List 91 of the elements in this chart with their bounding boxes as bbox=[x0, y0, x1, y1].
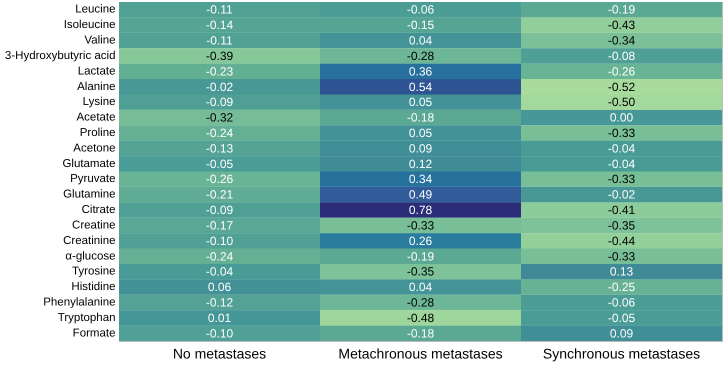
y-tick-label: Lysine bbox=[82, 96, 116, 108]
data-label: -0.05 bbox=[608, 310, 636, 325]
data-label: 0.09 bbox=[408, 141, 432, 156]
data-label: -0.02 bbox=[608, 188, 636, 202]
data-label: 0.06 bbox=[208, 280, 232, 294]
y-tick-label: Histidine bbox=[71, 281, 116, 294]
y-tick-label: Formate bbox=[72, 327, 116, 340]
data-label: -0.52 bbox=[608, 80, 636, 94]
data-label: -0.13 bbox=[206, 141, 234, 156]
data-label: -0.26 bbox=[206, 172, 234, 186]
data-label: -0.19 bbox=[608, 2, 636, 17]
data-label: -0.17 bbox=[206, 218, 234, 232]
data-label: -0.48 bbox=[406, 310, 434, 325]
data-label: -0.32 bbox=[206, 110, 234, 125]
y-tick-label: Tyrosine bbox=[72, 266, 116, 278]
data-label: 0.04 bbox=[408, 34, 432, 48]
data-label: -0.43 bbox=[608, 18, 636, 32]
data-label: -0.24 bbox=[206, 126, 234, 140]
y-tick-label: Citrate bbox=[82, 204, 116, 216]
data-label: -0.39 bbox=[206, 48, 234, 63]
data-label: -0.02 bbox=[206, 80, 234, 94]
data-label: -0.35 bbox=[608, 218, 636, 232]
data-label: -0.14 bbox=[206, 18, 234, 32]
data-label: 0.49 bbox=[408, 188, 432, 202]
data-label: 0.05 bbox=[408, 126, 432, 140]
data-label: -0.10 bbox=[206, 326, 234, 340]
data-label: -0.41 bbox=[608, 203, 636, 218]
data-label: -0.18 bbox=[406, 326, 434, 340]
data-label: -0.23 bbox=[206, 64, 234, 78]
data-label: -0.15 bbox=[406, 18, 434, 32]
y-tick-label: Creatinine bbox=[63, 234, 116, 247]
y-tick-label: Lactate bbox=[78, 65, 116, 78]
y-tick-label: Glutamine bbox=[63, 188, 116, 201]
y-tick-label: Creatine bbox=[72, 219, 116, 232]
data-label: 0.12 bbox=[408, 156, 432, 171]
y-tick-label: 3-Hydroxybutyric acid bbox=[4, 50, 116, 62]
data-label: 0.54 bbox=[408, 80, 432, 94]
data-label: -0.50 bbox=[608, 95, 636, 110]
y-tick-label: Glutamate bbox=[62, 158, 116, 170]
y-tick-label: Tryptophan bbox=[58, 312, 116, 324]
data-label: -0.04 bbox=[608, 156, 636, 171]
data-label: -0.19 bbox=[406, 249, 434, 264]
x-tick-label: No metastases bbox=[172, 346, 266, 362]
data-label: -0.26 bbox=[608, 64, 636, 78]
data-label: 0.09 bbox=[610, 326, 634, 340]
data-label: 0.34 bbox=[408, 172, 432, 186]
y-tick-label: Leucine bbox=[75, 4, 116, 16]
data-label: -0.06 bbox=[406, 2, 434, 17]
data-label: -0.11 bbox=[206, 2, 234, 17]
y-tick-label: Acetate bbox=[76, 112, 116, 124]
data-label: -0.12 bbox=[206, 295, 234, 310]
data-label: -0.04 bbox=[608, 141, 636, 156]
x-tick-label: Metachronous metastases bbox=[338, 346, 503, 362]
data-label: -0.35 bbox=[406, 264, 434, 279]
y-tick-label: Acetone bbox=[73, 142, 116, 154]
data-label: -0.06 bbox=[608, 295, 636, 310]
x-tick-label: Synchronous metastases bbox=[542, 346, 700, 362]
data-label: -0.09 bbox=[206, 95, 234, 110]
y-tick-label: Valine bbox=[84, 34, 116, 47]
y-tick-label: Isoleucine bbox=[64, 19, 116, 32]
data-label: -0.11 bbox=[206, 34, 234, 48]
data-label: 0.78 bbox=[408, 203, 432, 218]
data-label: -0.25 bbox=[608, 280, 636, 294]
y-tick-label: Pyruvate bbox=[70, 173, 116, 186]
data-label: 0.05 bbox=[408, 95, 432, 110]
y-tick-label: Proline bbox=[80, 126, 116, 139]
data-label: -0.04 bbox=[206, 264, 234, 279]
data-label: 0.26 bbox=[408, 234, 432, 248]
data-label: -0.05 bbox=[206, 156, 234, 171]
data-label: -0.33 bbox=[608, 126, 636, 140]
data-label: -0.34 bbox=[608, 34, 636, 48]
data-label: -0.18 bbox=[406, 110, 434, 125]
y-tick-label: Alanine bbox=[77, 80, 116, 93]
data-label: -0.44 bbox=[608, 234, 636, 248]
data-label: 0.00 bbox=[610, 110, 634, 125]
data-label: -0.10 bbox=[206, 234, 234, 248]
data-label: -0.21 bbox=[206, 188, 234, 202]
data-label: -0.24 bbox=[206, 249, 234, 264]
y-tick-label: α-glucose bbox=[65, 250, 116, 262]
data-label: 0.04 bbox=[408, 280, 432, 294]
data-label: 0.36 bbox=[408, 64, 432, 78]
data-label: -0.33 bbox=[406, 218, 434, 232]
data-label: 0.01 bbox=[208, 310, 232, 325]
data-label: -0.28 bbox=[406, 48, 434, 63]
data-label: -0.09 bbox=[206, 203, 234, 218]
data-label: -0.33 bbox=[608, 172, 636, 186]
data-label: -0.08 bbox=[608, 48, 636, 63]
data-label: 0.13 bbox=[610, 264, 634, 279]
y-tick-label: Phenylalanine bbox=[43, 296, 116, 308]
data-label: -0.33 bbox=[608, 249, 636, 264]
data-label: -0.28 bbox=[406, 295, 434, 310]
